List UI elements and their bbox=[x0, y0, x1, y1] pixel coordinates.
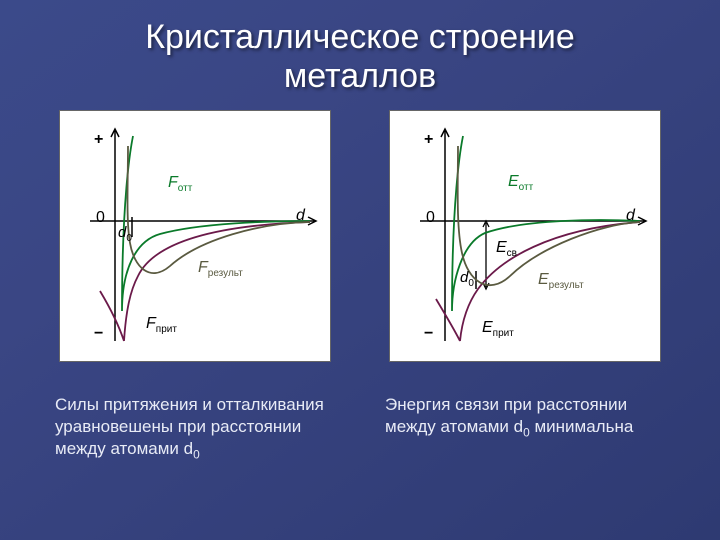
plus-label: + bbox=[94, 131, 103, 149]
x-axis-label: d bbox=[296, 207, 305, 225]
charts-row: + − 0 d d0 Fотт Fприт Fрезульт Силы прит… bbox=[0, 104, 720, 463]
right-caption: Энергия связи при расстоянии между атома… bbox=[385, 394, 665, 441]
x-axis-label2: d bbox=[626, 207, 635, 225]
minus-label2: − bbox=[424, 325, 433, 343]
zero-label2: 0 bbox=[426, 209, 435, 227]
left-column: + − 0 d d0 Fотт Fприт Fрезульт Силы прит… bbox=[55, 110, 335, 463]
curve-result bbox=[128, 146, 311, 273]
page-title: Кристаллическое строение металлов bbox=[0, 0, 720, 104]
minus-label: − bbox=[94, 325, 103, 343]
title-line2: металлов bbox=[284, 57, 436, 95]
left-caption: Силы притяжения и отталкивания уравновеш… bbox=[55, 394, 335, 463]
energy-chart: + − 0 d d0 Eсв Eотт Eприт Eрезульт bbox=[389, 110, 661, 362]
zero-label: 0 bbox=[96, 209, 105, 227]
d0-label: d0 bbox=[118, 224, 132, 244]
right-column: + − 0 d d0 Eсв Eотт Eприт Eрезульт Энерг… bbox=[385, 110, 665, 463]
force-chart: + − 0 d d0 Fотт Fприт Fрезульт bbox=[59, 110, 331, 362]
curve-result2 bbox=[458, 146, 640, 285]
d0-label2: d0 bbox=[460, 269, 474, 289]
plus-label2: + bbox=[424, 131, 433, 149]
title-line1: Кристаллическое строение bbox=[145, 18, 575, 56]
